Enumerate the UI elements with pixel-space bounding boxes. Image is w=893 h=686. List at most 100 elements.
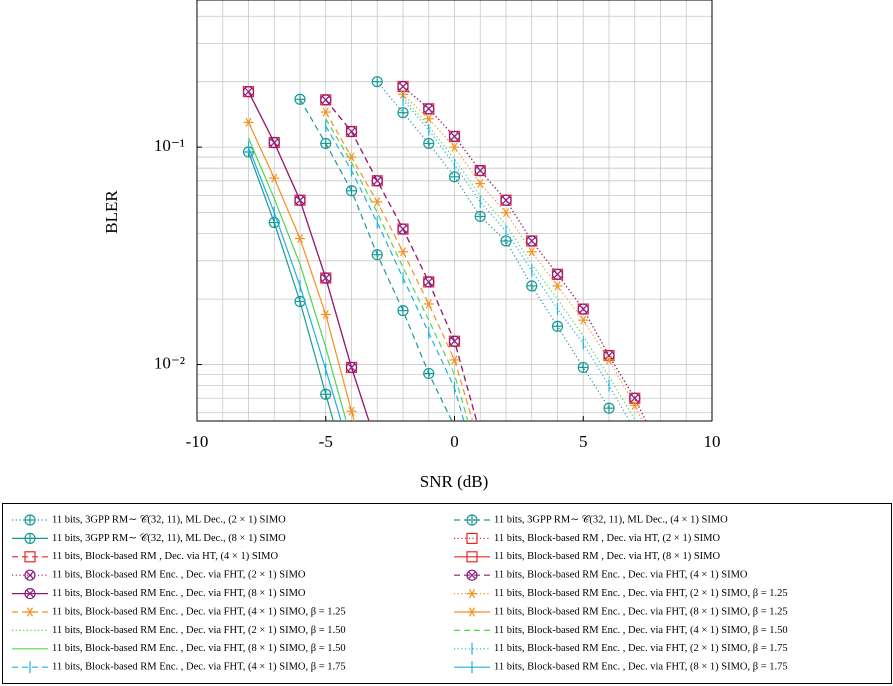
marker (372, 197, 383, 207)
marker (24, 551, 36, 563)
legend-label: 11 bits, Block-based RM Enc. , Dec. via … (494, 606, 788, 617)
marker (466, 514, 478, 526)
marker (397, 305, 409, 317)
marker (475, 429, 485, 439)
marker (346, 406, 357, 416)
legend-label: 11 bits, Block-based RM Enc. , Dec. via … (52, 588, 306, 599)
legend-label: 11 bits, 3GPP RM∼ 𝒞(32, 11), ML Dec., (4… (494, 513, 728, 525)
legend-label: 11 bits, 3GPP RM∼ 𝒞(32, 11), ML Dec., (8… (52, 532, 286, 544)
marker (423, 137, 435, 150)
y-tick-label: 10⁻² (154, 353, 185, 372)
marker (269, 173, 280, 183)
marker (577, 303, 589, 315)
marker (24, 514, 36, 526)
marker (242, 86, 255, 98)
marker (320, 107, 331, 117)
marker (501, 207, 511, 218)
marker (474, 164, 486, 177)
marker (347, 480, 357, 490)
marker (466, 569, 478, 581)
marker (578, 315, 589, 325)
marker (24, 532, 36, 545)
marker (268, 136, 280, 149)
legend-label: 11 bits, Block-based RM , Dec. via HT, (… (494, 533, 721, 544)
marker (345, 125, 358, 138)
legend-label: 11 bits, Block-based RM Enc. , Dec. via … (52, 606, 346, 617)
marker (25, 607, 35, 617)
legend-label: 11 bits, Block-based RM Enc. , Dec. via … (52, 625, 346, 636)
plot-area (242, 76, 666, 490)
marker (294, 93, 306, 105)
series-line (247, 91, 370, 421)
marker (397, 107, 409, 119)
legend-label: 11 bits, Block-based RM Enc. , Dec. via … (494, 625, 788, 636)
marker (345, 185, 358, 197)
marker (372, 441, 382, 451)
legend-label: 11 bits, Block-based RM Enc. , Dec. via … (494, 662, 788, 673)
y-tick-label: 10⁻¹ (154, 136, 185, 155)
marker (629, 392, 641, 404)
x-tick-label: 0 (450, 432, 459, 451)
legend-label: 11 bits, Block-based RM , Dec. via HT, (… (52, 551, 279, 562)
x-tick-label: -5 (319, 432, 333, 451)
marker (371, 76, 383, 88)
marker (294, 194, 306, 206)
x-tick-label: -10 (186, 432, 209, 451)
x-tick-label: 10 (704, 432, 721, 451)
marker (526, 247, 537, 257)
marker (448, 335, 461, 347)
marker (320, 309, 331, 320)
legend-label: 11 bits, 3GPP RM∼ 𝒞(32, 11), ML Dec., (2… (52, 513, 286, 525)
marker (448, 130, 461, 143)
legend-box (2, 503, 892, 684)
marker (474, 210, 486, 223)
marker (423, 103, 435, 115)
marker (656, 446, 666, 456)
series-line (402, 86, 647, 421)
legend-label: 11 bits, Block-based RM Enc. , Dec. via … (494, 643, 788, 654)
marker (551, 268, 564, 280)
marker (24, 569, 36, 581)
legend-label: 11 bits, Block-based RM , Dec. via HT, (… (494, 551, 721, 562)
legend-label: 11 bits, Block-based RM Enc. , Dec. via … (494, 588, 788, 599)
marker (475, 442, 485, 451)
marker (320, 388, 332, 400)
marker (243, 117, 254, 127)
series-line (325, 118, 469, 421)
marker (577, 361, 589, 374)
marker (551, 320, 564, 332)
y-axis-label: BLER (102, 190, 121, 234)
marker (295, 233, 305, 244)
legend-label: 11 bits, Block-based RM Enc. , Dec. via … (52, 570, 306, 581)
marker (526, 235, 538, 247)
marker (423, 299, 434, 309)
x-axis-label: SNR (dB) (420, 472, 488, 491)
marker (552, 281, 563, 291)
series-line (247, 122, 355, 421)
marker (466, 551, 478, 563)
marker (466, 532, 478, 545)
marker (320, 137, 332, 150)
series-line (376, 81, 610, 409)
marker (475, 429, 485, 439)
marker (320, 272, 332, 284)
marker (526, 280, 538, 292)
marker (603, 402, 615, 414)
marker (371, 249, 383, 261)
marker (452, 420, 457, 421)
marker (448, 171, 461, 183)
marker (604, 355, 614, 365)
marker (467, 607, 477, 617)
legend-label: 11 bits, Block-based RM Enc. , Dec. via … (52, 643, 346, 654)
marker (397, 223, 409, 235)
marker (467, 588, 477, 599)
marker (345, 361, 358, 374)
marker (24, 587, 36, 600)
legend-label: 11 bits, Block-based RM Enc. , Dec. via … (52, 662, 346, 673)
marker (500, 194, 512, 206)
marker (656, 454, 666, 463)
series-line (402, 96, 637, 421)
marker (423, 276, 435, 288)
marker (371, 175, 383, 187)
